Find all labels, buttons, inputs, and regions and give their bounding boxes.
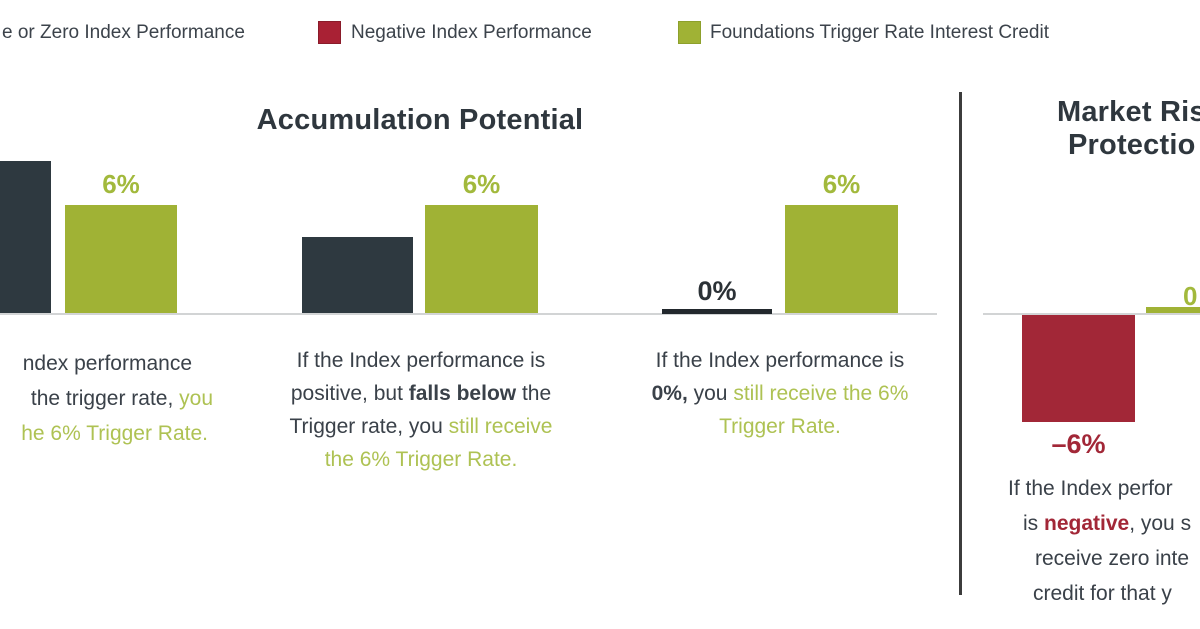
bar-group3-index-performance-zero [662, 309, 772, 314]
bar-market-negative-label: –6% [1051, 429, 1106, 459]
caption-group2-line2-a: positive, but [290, 382, 409, 405]
caption-group2-line2: positive, but falls below the [256, 377, 586, 410]
caption-group2-line3-dark: Trigger rate, you [289, 415, 449, 438]
accumulation-title: Accumulation Potential [256, 104, 584, 136]
caption-market: If the Index perfor is negative, you s r… [1008, 471, 1200, 611]
bar-market-negative-performance [1022, 315, 1135, 422]
legend-label-trigger-credit: Foundations Trigger Rate Interest Credit [710, 22, 1050, 43]
caption-group1-line2: the trigger rate, you [0, 381, 213, 416]
caption-group3-line2-bold: 0%, [651, 382, 688, 405]
caption-group2-line3: Trigger rate, you still receive [256, 410, 586, 443]
legend-label-negative: Negative Index Performance [351, 22, 592, 43]
bar-group3-index-performance-label: 0% [697, 276, 737, 306]
bar-group1-index-performance [0, 161, 51, 313]
caption-market-line2: is negative, you s [1008, 506, 1200, 541]
market-axis-line [983, 313, 1200, 315]
section-divider-line [959, 92, 962, 595]
bar-group1-trigger-credit-label: 6% [102, 169, 140, 199]
caption-group2: If the Index performance is positive, bu… [256, 344, 586, 476]
caption-group3-line2: 0%, you still receive the 6% [619, 377, 941, 410]
bar-group2-index-performance [302, 237, 413, 313]
caption-market-line1: If the Index perfor [1008, 477, 1173, 500]
caption-market-line4: credit for that y [1033, 582, 1172, 605]
caption-market-line2-red: negative [1044, 512, 1130, 535]
caption-group1-line3: he 6% Trigger Rate. [21, 422, 208, 445]
caption-group2-line3-green: still receive [448, 415, 553, 438]
legend-swatch-negative-icon [318, 21, 341, 44]
caption-market-line2-a: is [1023, 512, 1044, 535]
caption-group3-line3: Trigger Rate. [719, 415, 841, 438]
caption-group1-line2-green: you [179, 387, 213, 410]
caption-group3-line2-green: still receive the 6% [733, 382, 909, 405]
legend-swatch-trigger-credit-icon [678, 21, 701, 44]
bar-group2-trigger-credit-label: 6% [462, 169, 501, 199]
market-title-line2: Protectio [1068, 129, 1196, 161]
caption-group2-line2-bold: falls below [408, 382, 517, 405]
caption-group3-line2-b: you [687, 382, 734, 405]
bar-group3-trigger-credit [785, 205, 898, 313]
caption-group1-line1: ndex performance [22, 352, 192, 375]
accumulation-axis-line [0, 313, 937, 315]
caption-group2-line1: If the Index performance is [296, 349, 546, 372]
caption-group1: ndex performance the trigger rate, you h… [0, 346, 213, 451]
bar-market-interest-credit-zero [1146, 307, 1200, 313]
caption-group2-line2-c: the [516, 382, 552, 405]
bar-market-interest-credit-label: 0 [1183, 281, 1198, 311]
caption-group3: If the Index performance is 0%, you stil… [619, 344, 941, 443]
bar-group2-trigger-credit [425, 205, 538, 313]
caption-group3-line1: If the Index performance is [655, 349, 905, 372]
caption-group2-line4: the 6% Trigger Rate. [324, 448, 518, 471]
caption-market-line3: receive zero inte [1035, 547, 1190, 570]
caption-group1-line2-dark: the trigger rate, [30, 387, 180, 410]
bar-group3-trigger-credit-label: 6% [822, 169, 861, 199]
caption-market-line2-c: , you s [1129, 512, 1192, 535]
market-title-line1: Market Ris [1057, 96, 1200, 128]
bar-group1-trigger-credit [65, 205, 177, 313]
legend-label-positive-or-zero: e or Zero Index Performance [2, 22, 245, 43]
